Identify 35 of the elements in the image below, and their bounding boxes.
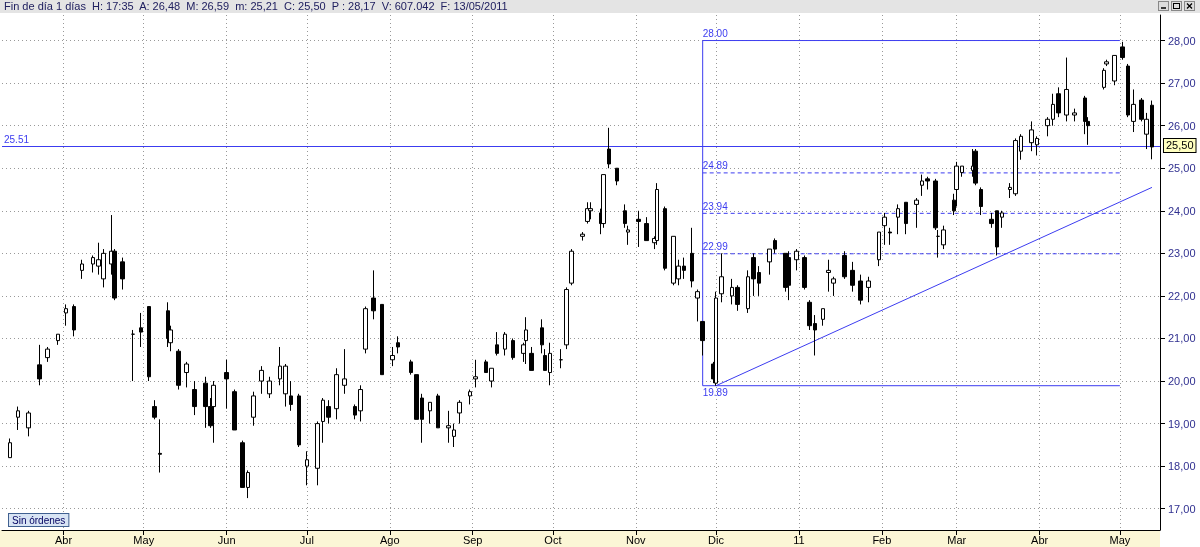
y-tick-label: 27,00 [1168, 77, 1196, 90]
x-tick-label: Feb [872, 533, 892, 546]
x-tick-label: Dic [708, 533, 725, 546]
y-tick-label: 26,00 [1168, 119, 1196, 132]
x-tick-label: 11 [793, 533, 805, 546]
y-tick-label: 23,00 [1168, 247, 1196, 260]
y-tick-label: 19,00 [1168, 417, 1196, 430]
data-label: 19.89 [702, 387, 729, 399]
x-tick-label: Jun [217, 533, 236, 546]
x-tick-label: May [133, 533, 155, 546]
x-tick-label: Ago [379, 533, 400, 546]
y-tick-label: 20,00 [1168, 375, 1196, 388]
x-tick-label: May [1109, 533, 1131, 546]
data-label: 28.00 [702, 28, 729, 40]
data-label: 24.89 [702, 160, 729, 172]
y-tick-label: 28,00 [1168, 34, 1196, 47]
y-tick-label: 18,00 [1168, 460, 1196, 473]
y-tick-label: 24,00 [1168, 204, 1196, 217]
annotation: Sin órdenes [12, 514, 66, 526]
y-tick-label: 21,00 [1168, 332, 1196, 345]
y-tick-label: 17,00 [1168, 502, 1196, 515]
ref-line-label: 25.51 [4, 134, 30, 146]
data-label: 23.94 [702, 200, 729, 212]
x-tick-label: Jul [299, 533, 314, 546]
data-label: 22.99 [702, 241, 729, 253]
x-tick-label: Nov [626, 533, 647, 546]
chart-title: Fin de día 1 días H: 17:35 A: 26,48 M: 26,59 m: 25,21 C: 25,50 P : 28,17 V: 607.042 F: 13/05/2011 [0, 0, 1200, 13]
x-tick-label: Abr [54, 533, 73, 546]
annotation: 25,50 [1165, 139, 1194, 152]
x-tick-label: Oct [544, 533, 562, 546]
x-tick-label: Mar [947, 533, 967, 546]
y-tick-label: 25,00 [1168, 162, 1196, 175]
x-tick-label: Sep [462, 533, 483, 546]
y-tick-label: 22,00 [1168, 289, 1196, 302]
x-tick-label: Abr [1031, 533, 1049, 546]
